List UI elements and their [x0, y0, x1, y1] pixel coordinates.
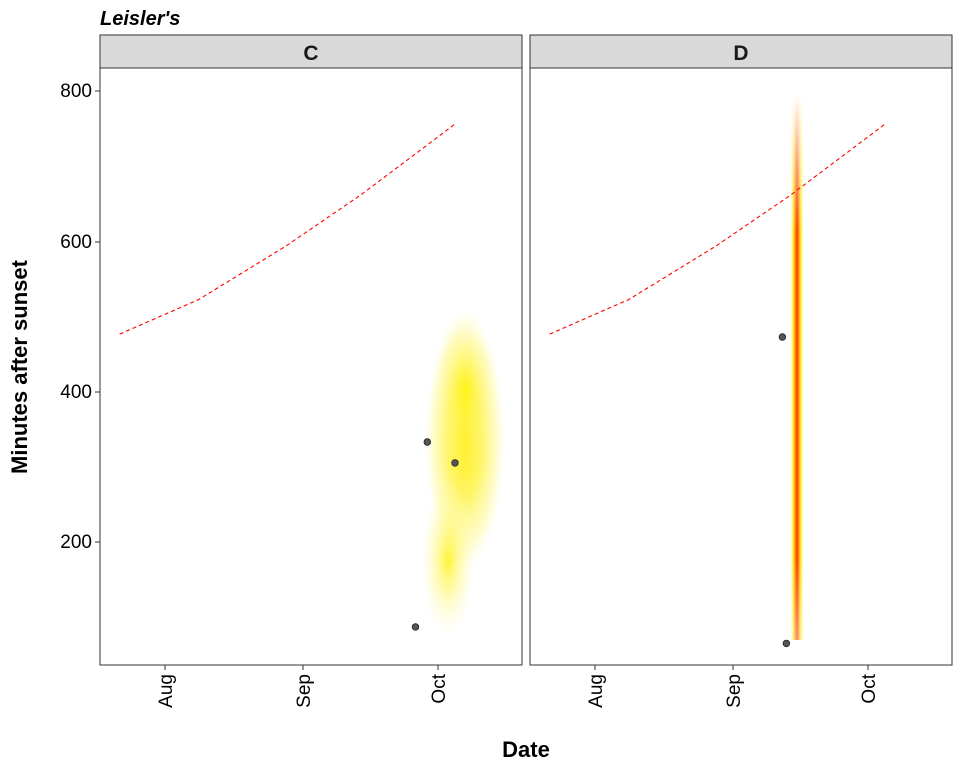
y-tick-label-600: 600 [60, 232, 92, 253]
y-axis-title: Minutes after sunset [7, 259, 32, 474]
strip-d [529, 34, 953, 69]
x-tick-label-d-aug: Aug [586, 674, 607, 708]
panel-border-d [529, 67, 953, 666]
panel-d: D [529, 34, 953, 666]
sunrise-line-c [119, 123, 456, 335]
strip-c [99, 34, 523, 69]
x-tick-label-c-oct: Oct [429, 673, 450, 703]
chart-marks [119, 123, 886, 648]
chart-title: Leisler's [100, 8, 180, 30]
data-point-d-0 [778, 333, 787, 341]
x-axis-d: Aug Sep Oct [586, 665, 880, 708]
strip-label-c: C [303, 42, 318, 65]
y-tick-label-200: 200 [60, 532, 92, 553]
panel-border-c [99, 67, 523, 666]
sunrise-line-d [549, 123, 886, 335]
data-point-c-2 [411, 623, 420, 631]
panel-c: C [99, 34, 523, 666]
data-point-d-1 [782, 639, 791, 648]
x-tick-label-c-sep: Sep [294, 674, 315, 708]
x-tick-label-c-aug: Aug [156, 674, 177, 708]
y-tick-label-400: 400 [60, 382, 92, 403]
data-point-c-0 [423, 438, 431, 446]
density-c [420, 310, 505, 640]
y-axis: 200 400 600 800 [60, 81, 100, 553]
data-point-c-1 [451, 459, 459, 467]
x-axis-c: Aug Sep Oct [156, 665, 450, 708]
strip-label-d: D [733, 42, 748, 65]
x-axis-title: Date [502, 737, 550, 762]
density-d [789, 95, 805, 640]
y-tick-label-800: 800 [60, 81, 92, 102]
x-tick-label-d-oct: Oct [859, 673, 880, 703]
x-tick-label-d-sep: Sep [724, 674, 745, 708]
